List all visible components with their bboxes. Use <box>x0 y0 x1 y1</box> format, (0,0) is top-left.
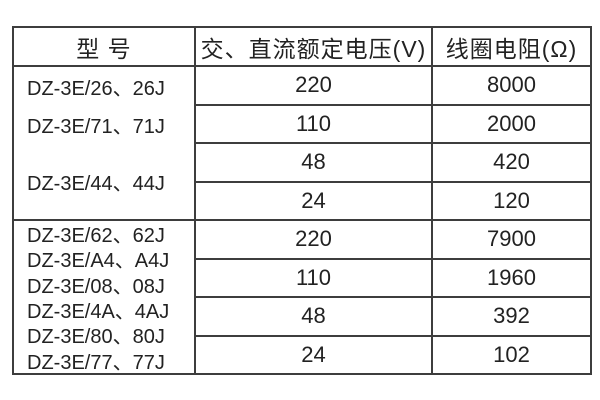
header-model: 型 号 <box>12 26 196 67</box>
table-header-row: 型 号 交、直流额定电压(V) 线圈电阻(Ω) <box>12 26 592 67</box>
model-label: DZ-3E/44、44J <box>27 172 165 195</box>
table-row: 48 392 <box>13 296 592 337</box>
header-resistance: 线圈电阻(Ω) <box>431 26 592 67</box>
model-label: DZ-3E/80、80J <box>27 326 165 349</box>
header-voltage: 交、直流额定电压(V) <box>194 26 433 67</box>
voltage-value-cell: 110 <box>194 103 433 144</box>
voltage-value-cell: 220 <box>194 65 433 106</box>
model-label: DZ-3E/62、62J <box>27 225 165 248</box>
resistance-value-cell: 2000 <box>431 103 592 144</box>
resistance-value-cell: 7900 <box>431 219 592 260</box>
model-group-lines: DZ-3E/26、26J DZ-3E/71、71J DZ-3E/44、44J <box>14 67 194 219</box>
model-label: DZ-3E/08、08J <box>27 275 165 298</box>
model-label: DZ-3E/77、77J <box>27 351 165 374</box>
model-label: DZ-3E/A4、A4J <box>27 250 170 273</box>
voltage-value-cell: 110 <box>194 257 433 298</box>
model-group-cell-2: DZ-3E/62、62J DZ-3E/A4、A4J DZ-3E/08、08J D… <box>12 219 196 375</box>
relay-spec-table: 型 号 交、直流额定电压(V) 线圈电阻(Ω) DZ-3E/26、26J DZ-… <box>12 26 592 375</box>
voltage-value-cell: 24 <box>194 180 433 221</box>
model-group-cell-1: DZ-3E/26、26J DZ-3E/71、71J DZ-3E/44、44J <box>12 65 196 221</box>
table-row: 110 2000 <box>13 103 592 144</box>
resistance-value-cell: 120 <box>431 180 592 221</box>
table-row: 48 420 <box>13 142 592 183</box>
resistance-value-cell: 102 <box>431 334 592 375</box>
table-row: DZ-3E/26、26J DZ-3E/71、71J DZ-3E/44、44J 2… <box>12 65 592 221</box>
resistance-value-cell: 392 <box>431 296 592 337</box>
table-row: DZ-3E/62、62J DZ-3E/A4、A4J DZ-3E/08、08J D… <box>12 219 592 375</box>
model-label: DZ-3E/26、26J <box>27 77 165 100</box>
resistance-value-cell: 1960 <box>431 257 592 298</box>
model-group-lines: DZ-3E/62、62J DZ-3E/A4、A4J DZ-3E/08、08J D… <box>14 221 194 374</box>
resistance-value-cell: 420 <box>431 142 592 183</box>
model-label: DZ-3E/71、71J <box>27 115 165 138</box>
voltage-value-cell: 48 <box>194 296 433 337</box>
table-row: 24 102 <box>13 334 592 375</box>
model-label: DZ-3E/4A、4AJ <box>27 301 170 324</box>
voltage-value-cell: 48 <box>194 142 433 183</box>
table-row: 110 1960 <box>13 257 592 298</box>
voltage-value-cell: 220 <box>194 219 433 260</box>
resistance-value-cell: 8000 <box>431 65 592 106</box>
voltage-value-cell: 24 <box>194 334 433 375</box>
table-row: 24 120 <box>13 180 592 221</box>
